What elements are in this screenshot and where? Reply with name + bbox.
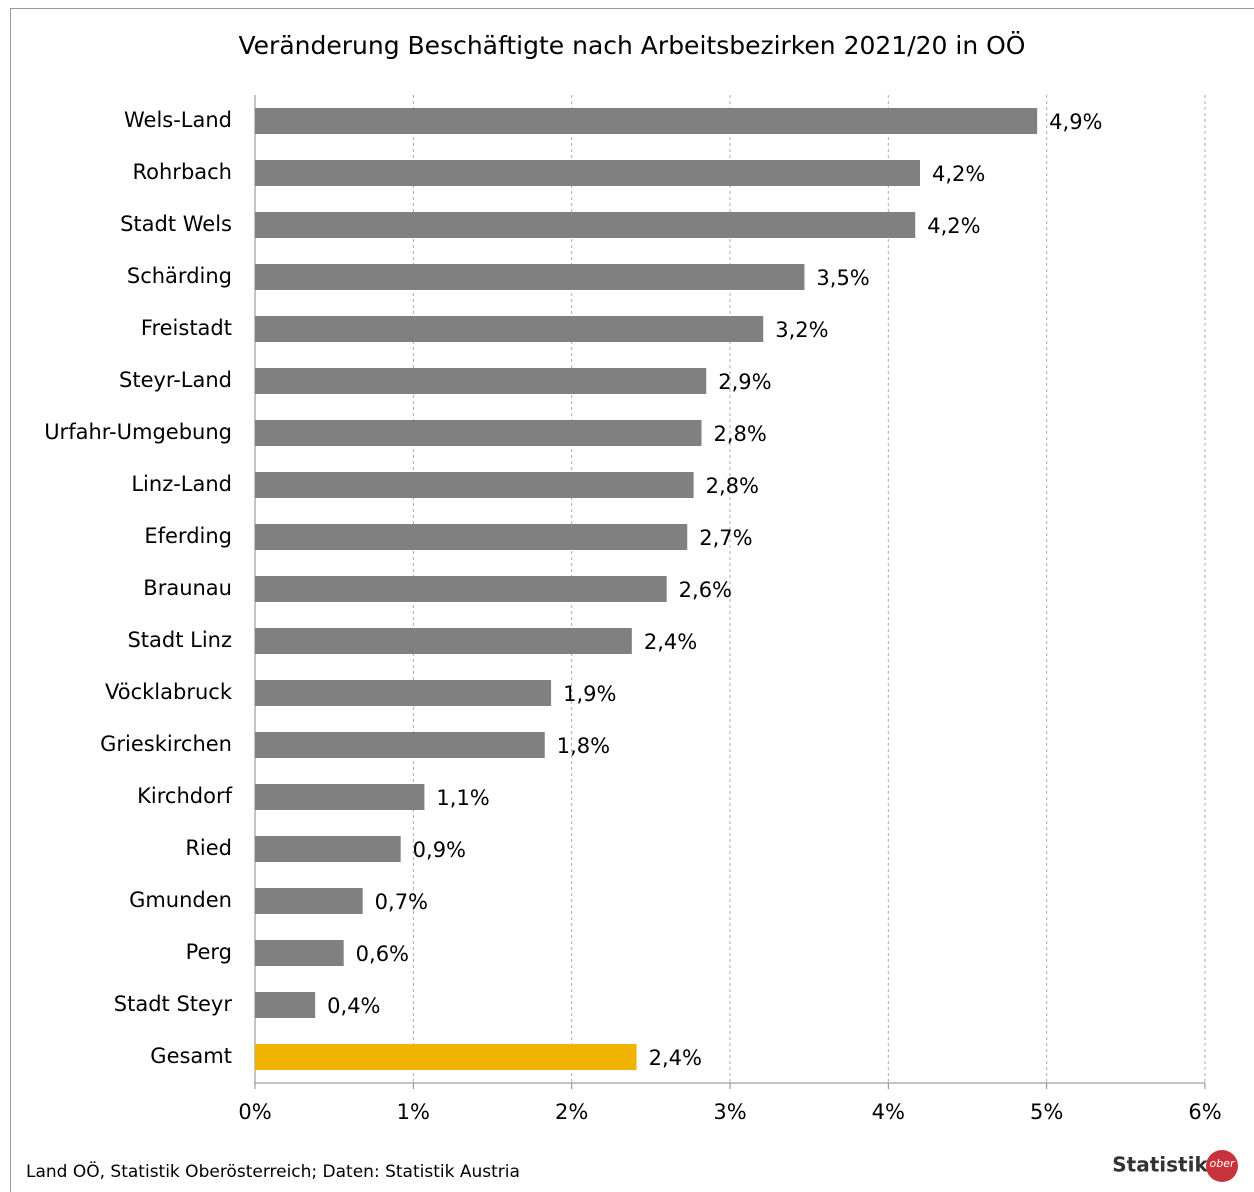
value-label: 2,8% [714, 422, 767, 446]
bar [255, 212, 916, 238]
bar [255, 888, 363, 914]
y-tick-label: Ried [185, 836, 232, 860]
bar [255, 576, 667, 602]
value-label: 2,4% [644, 630, 697, 654]
y-tick-label: Wels-Land [124, 108, 232, 132]
value-label: 0,4% [327, 994, 380, 1018]
bar [255, 160, 920, 186]
bar [255, 836, 401, 862]
value-label: 3,2% [775, 318, 828, 342]
bar [255, 992, 316, 1018]
y-tick-label: Freistadt [141, 316, 232, 340]
bar [255, 784, 425, 810]
y-tick-label: Linz-Land [131, 472, 232, 496]
value-label: 2,7% [699, 526, 752, 550]
y-tick-label: Grieskirchen [100, 732, 232, 756]
x-tick-label: 6% [1188, 1100, 1221, 1124]
bar [255, 628, 632, 654]
source: Land OÖ, Statistik Oberösterreich; Daten… [26, 1160, 520, 1182]
y-tick-label: Urfahr-Umgebung [44, 420, 232, 444]
value-label: 4,2% [927, 214, 980, 238]
logo-badge [1206, 1150, 1238, 1182]
y-tick-label: Rohrbach [133, 160, 233, 184]
bar [255, 108, 1038, 134]
logo-badge-text: ober [1209, 1157, 1235, 1170]
y-tick-label: Stadt Wels [120, 212, 232, 236]
y-tick-label: Schärding [127, 264, 232, 288]
bar [255, 524, 688, 550]
frame [10, 8, 1254, 1192]
y-tick-label: Braunau [143, 576, 232, 600]
value-label: 0,7% [375, 890, 428, 914]
value-label: 0,6% [356, 942, 409, 966]
x-tick-label: 4% [872, 1100, 905, 1124]
bar [255, 472, 694, 498]
x-tick-label: 2% [555, 1100, 588, 1124]
y-tick-label: Perg [186, 940, 232, 964]
y-tick-label: Kirchdorf [137, 784, 232, 808]
value-label: 0,9% [413, 838, 466, 862]
y-tick-label: Stadt Linz [127, 628, 232, 652]
x-tick-label: 3% [713, 1100, 746, 1124]
value-label: 2,9% [718, 370, 771, 394]
bar [255, 368, 707, 394]
y-tick-label: Steyr-Land [119, 368, 232, 392]
bar [255, 420, 702, 446]
y-tick-label: Eferding [144, 524, 232, 548]
value-label: 1,1% [436, 786, 489, 810]
value-label: 3,5% [816, 266, 869, 290]
value-label: 2,4% [649, 1046, 702, 1070]
logo-text: Statistik [1112, 1153, 1208, 1177]
bar [255, 316, 764, 342]
value-label: 1,9% [563, 682, 616, 706]
bar [255, 264, 805, 290]
value-label: 4,2% [932, 162, 985, 186]
x-tick-label: 5% [1030, 1100, 1063, 1124]
chart-title: Veränderung Beschäftigte nach Arbeitsbez… [239, 31, 1026, 60]
bar [255, 940, 344, 966]
y-tick-label: Gesamt [150, 1044, 232, 1068]
value-label: 2,8% [706, 474, 759, 498]
x-tick-label: 1% [397, 1100, 430, 1124]
y-tick-label: Stadt Steyr [114, 992, 233, 1016]
bar [255, 1044, 637, 1070]
value-label: 1,8% [557, 734, 610, 758]
bar [255, 680, 552, 706]
bar [255, 732, 545, 758]
x-tick-label: 0% [238, 1100, 271, 1124]
value-label: 4,9% [1049, 110, 1102, 134]
value-label: 2,6% [679, 578, 732, 602]
y-tick-label: Vöcklabruck [105, 680, 233, 704]
y-tick-label: Gmunden [129, 888, 232, 912]
